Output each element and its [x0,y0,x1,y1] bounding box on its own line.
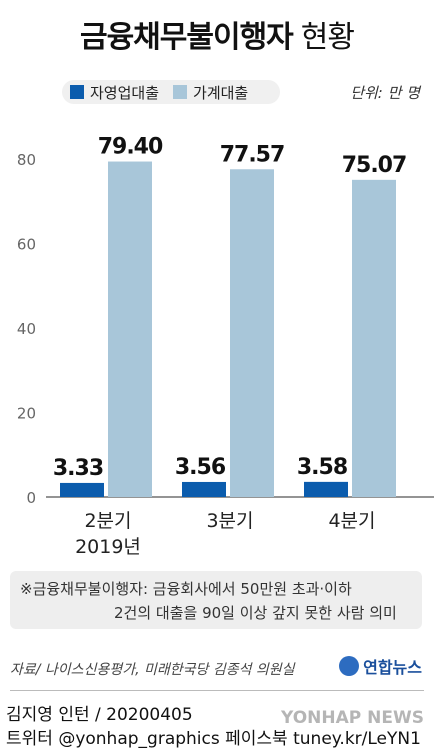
brand-name: 연합뉴스 [363,658,422,677]
y-tick-label: 80 [17,151,36,169]
bar-household [352,179,396,497]
bar-self-employed [60,482,104,497]
legend-item-household: 가계대출 [173,82,248,103]
y-tick-label: 20 [17,405,36,423]
chart-title: 금융채무불이행자 현황 [0,12,434,56]
data-label: 3.58 [297,455,347,480]
y-tick-label: 60 [17,236,36,254]
source-text: 자료/ 나이스신용평가, 미래한국당 김종석 의원실 [10,662,295,678]
legend-swatch [173,85,188,99]
y-tick-label: 0 [26,489,36,507]
legend-label: 가계대출 [193,83,249,102]
footnote-line-2: 2건의 대출을 90일 이상 갚지 못한 사람 의미 [114,604,397,622]
title-main: 금융채무불이행자 [79,20,294,55]
legend-label: 자영업대출 [90,83,160,102]
x-tick-label: 4분기 [328,510,375,532]
divider [10,690,424,691]
watermark: YONHAP NEWS [281,708,424,728]
x-tick-label: 2분기 [84,510,131,532]
yonhap-mark-icon [339,656,360,676]
x-tick-label: 3분기 [206,510,253,532]
data-label: 75.07 [342,153,407,178]
legend-swatch [70,85,84,99]
data-label: 77.57 [220,142,285,167]
social-text: 트위터 @yonhap_graphics 페이스북 tuney.kr/LeYN1 [6,729,421,749]
yonhap-logo: 연합뉴스 [339,654,422,678]
data-label: 79.40 [98,135,163,160]
data-label: 3.33 [53,456,103,481]
bar-self-employed [182,481,226,497]
credit-text: 김지영 인턴 / 20200405 [6,705,193,725]
title-sub: 현황 [300,20,355,55]
footnote-box: ※금융채무불이행자: 금융회사에서 50만원 초과·이하 2건의 대출을 90일… [10,571,422,629]
x-tick-label: 2019년 [75,536,141,558]
y-tick-label: 40 [17,320,36,338]
legend-item-self-employed: 자영업대출 [70,82,159,103]
bar-chart: 0 20 40 60 80 3.33 3.56 3.58 79.40 77.57 75.07 2분기 2… [17,135,434,558]
bar-household [108,161,152,497]
bar-self-employed [304,481,348,497]
legend: 자영업대출 가계대출 [62,80,280,104]
footnote-line-1: ※금융채무불이행자: 금융회사에서 50만원 초과·이하 [20,580,352,598]
bar-household [230,169,274,497]
data-label: 3.56 [175,455,226,480]
unit-label: 단위: 만 명 [350,84,420,102]
